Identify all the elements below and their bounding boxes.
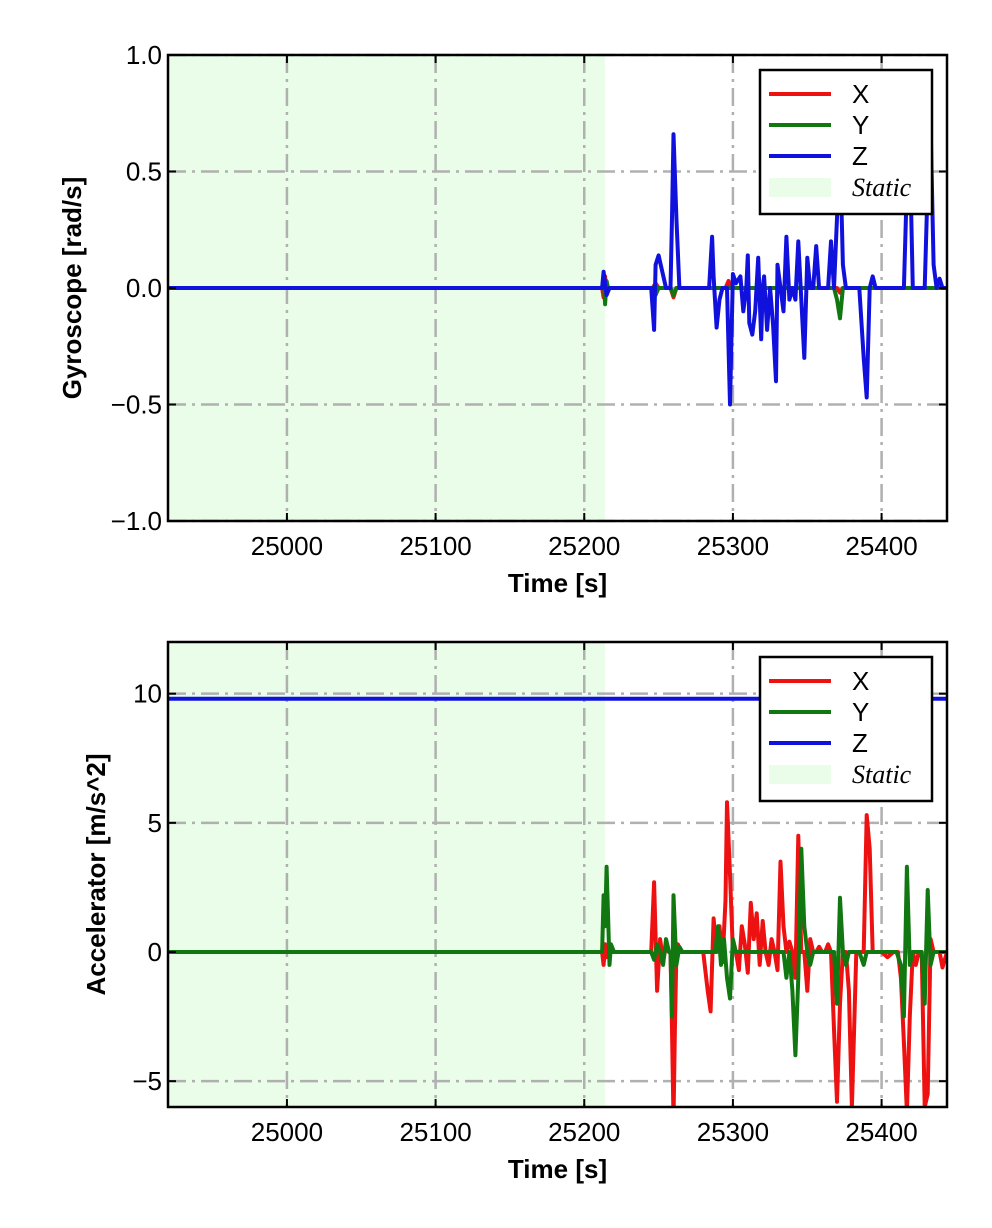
legend-label-z: Z [852,141,868,171]
series-y-line [168,846,947,1058]
legend-label-z: Z [852,728,868,758]
x-tick-label: 25300 [697,1117,769,1147]
x-tick-label: 25100 [399,531,471,561]
legend-label-x: X [852,79,869,109]
legend-label-y: Y [852,697,869,727]
y-tick-label: −0.5 [111,390,162,420]
x-tick-label: 25000 [251,531,323,561]
x-tick-label: 25300 [697,531,769,561]
plot-frame [166,640,949,1109]
x-tick-label: 25100 [399,1117,471,1147]
y-tick-label: 0.0 [126,273,162,303]
x-axis-label: Time [s] [508,568,607,598]
y-tick-label: 5 [148,808,162,838]
x-tick-label: 25200 [548,531,620,561]
y-axis-label: Accelerator [m/s^2] [81,753,111,995]
legend-label-y: Y [852,110,869,140]
y-tick-label: 10 [133,679,162,709]
accelerator-chart: 25000 25100 25200 25300 25400 −5 0 5 10 Time [s] A… [81,640,949,1184]
legend-label-x: X [852,666,869,696]
x-axis-label: Time [s] [508,1154,607,1184]
legend-swatch-static [769,178,831,197]
gyroscope-chart: 25000 25100 25200 25300 25400 −1.0 −0.5 0.0 0.5 1… [57,40,949,598]
x-tick-label: 25200 [548,1117,620,1147]
series-group [168,122,947,407]
x-tick-label: 25400 [845,1117,917,1147]
x-tick-label: 25000 [251,1117,323,1147]
series-z-line [168,122,947,407]
y-axis-label: Gyroscope [rad/s] [57,177,87,400]
x-tick-label: 25400 [845,531,917,561]
static-region [168,642,606,1107]
y-tick-label: −5 [132,1066,162,1096]
legend-label-static: Static [852,760,912,789]
legend-swatch-static [769,765,831,784]
y-tick-label: 0.5 [126,157,162,187]
legend-label-static: Static [852,173,912,202]
y-tick-label: 0 [148,937,162,967]
y-tick-label: 1.0 [126,40,162,70]
y-tick-label: −1.0 [111,506,162,536]
